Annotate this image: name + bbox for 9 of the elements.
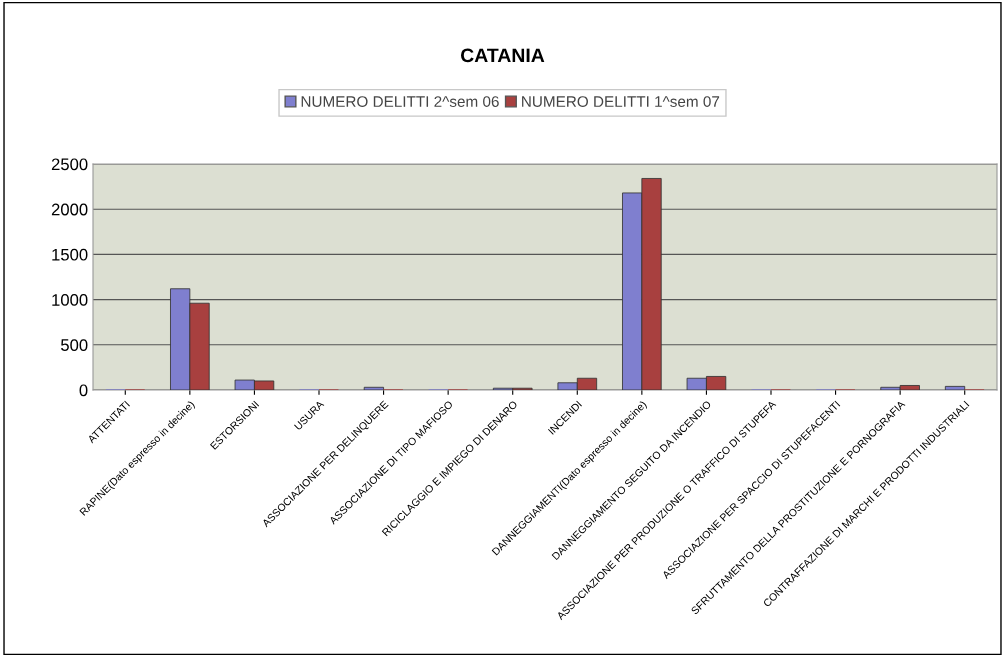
chart-title: CATANIA: [460, 48, 545, 63]
y-tick-label: 2000: [51, 203, 88, 216]
y-tick-label: 2500: [51, 158, 88, 171]
y-tick-label: 1500: [52, 248, 88, 261]
legend-label: NUMERO DELITTI 2^sem 06: [301, 96, 499, 107]
legend-label: NUMERO DELITTI 1^sem 07: [522, 96, 720, 107]
y-tick-label: 0: [79, 384, 88, 397]
y-tick-label: 1000: [52, 294, 88, 306]
y-tick-label: 500: [61, 339, 88, 351]
